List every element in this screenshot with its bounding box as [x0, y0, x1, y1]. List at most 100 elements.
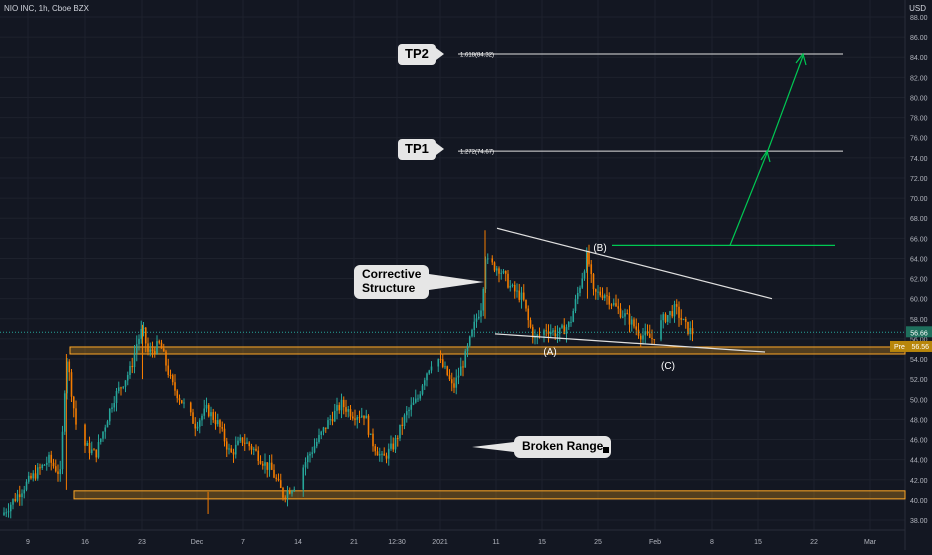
candle-body [214, 419, 217, 425]
candle-body [347, 409, 350, 412]
x-tick-label: 7 [241, 539, 245, 546]
candle-body [234, 444, 237, 455]
candle-body [662, 314, 665, 321]
y-tick-label: 62.00 [910, 277, 928, 284]
candle-body [21, 493, 23, 498]
candle-body [16, 494, 19, 501]
candle-body [646, 331, 649, 334]
y-tick-label: 66.00 [910, 236, 928, 243]
candle-body [140, 328, 143, 339]
candle-body [117, 387, 120, 392]
candle-body [592, 274, 595, 290]
candle-body [318, 434, 320, 442]
candle-body [257, 450, 260, 461]
candle-body [660, 320, 662, 340]
x-tick-label: 8 [710, 539, 714, 546]
candle-body [495, 268, 498, 271]
candle-body [9, 504, 12, 512]
wave-label: (B) [593, 243, 606, 254]
candle-body [237, 440, 239, 445]
candle-body [558, 327, 561, 334]
candle-body [675, 304, 678, 307]
candle-body [221, 427, 224, 429]
candle-body [129, 365, 131, 376]
candle-body [52, 462, 55, 467]
corrective-label-line2: Structure [362, 280, 416, 295]
candle-body [691, 328, 694, 335]
y-tick-label: 70.00 [910, 196, 928, 203]
candle-body [102, 431, 104, 439]
candle-body [50, 454, 53, 463]
candle-body [243, 442, 246, 444]
candle-body [621, 316, 624, 318]
candle-body [394, 438, 397, 450]
candle-body [133, 353, 136, 368]
x-tick-label: Dec [191, 539, 204, 546]
candle-body [630, 319, 633, 325]
candle-body [583, 271, 586, 279]
candle-body [230, 448, 233, 453]
y-tick-label: 56.00 [910, 337, 928, 344]
candle-body [198, 420, 201, 427]
candle-body [212, 412, 215, 420]
candle-body [473, 321, 476, 330]
candle-body [637, 329, 640, 336]
candle-body [633, 319, 635, 327]
candle-body [453, 383, 455, 388]
candle-body [207, 404, 210, 417]
candle-body [475, 318, 478, 322]
candle-body [426, 373, 428, 381]
fib-level-label: 1.618(84.32) [460, 53, 494, 59]
tp1-label: TP1 [405, 141, 429, 156]
candle-body [309, 453, 311, 456]
candle-body [12, 499, 14, 505]
candle-body [603, 295, 606, 299]
y-tick-label: 74.00 [910, 156, 928, 163]
candle-body [277, 478, 280, 481]
candle-body [194, 423, 197, 429]
y-tick-label: 78.00 [910, 116, 928, 123]
candle-body [579, 287, 581, 293]
candle-body [54, 466, 57, 472]
candle-body [248, 442, 251, 447]
candle-body [464, 351, 467, 368]
x-tick-label: 11 [492, 539, 499, 546]
y-tick-label: 58.00 [910, 317, 928, 324]
premarket-value: 56.56 [911, 344, 929, 351]
candle-body [538, 334, 541, 336]
candle-body [34, 473, 37, 479]
candle-body [322, 427, 325, 432]
candle-body [601, 295, 604, 299]
candle-body [95, 449, 98, 458]
candle-body [561, 325, 563, 328]
candle-body [320, 431, 323, 435]
candle-body [408, 409, 410, 412]
candle-body [23, 489, 26, 494]
currency-label: USD [909, 4, 926, 13]
y-tick-label: 50.00 [910, 397, 928, 404]
candle-body [619, 308, 622, 318]
candle-body [86, 442, 89, 446]
tp2-callout: TP2 [398, 44, 436, 65]
candle-body [401, 424, 404, 426]
premarket-tag [890, 340, 932, 352]
candle-body [477, 316, 480, 319]
candle-body [138, 338, 140, 345]
x-tick-label: 15 [538, 539, 546, 546]
candle-body [639, 335, 642, 340]
candle-body [284, 497, 287, 499]
candle-body [169, 375, 172, 377]
candle-body [405, 411, 408, 416]
y-tick-label: 68.00 [910, 216, 928, 223]
y-tick-label: 60.00 [910, 297, 928, 304]
y-tick-label: 88.00 [910, 15, 928, 22]
candle-body [635, 326, 638, 330]
candle-body [106, 421, 109, 428]
candle-body [329, 418, 332, 421]
candle-body [504, 271, 507, 274]
candle-body [275, 477, 278, 479]
x-tick-label: Feb [649, 539, 661, 546]
candle-body [165, 351, 167, 366]
candle-body [390, 443, 392, 449]
candle-body [369, 433, 372, 435]
